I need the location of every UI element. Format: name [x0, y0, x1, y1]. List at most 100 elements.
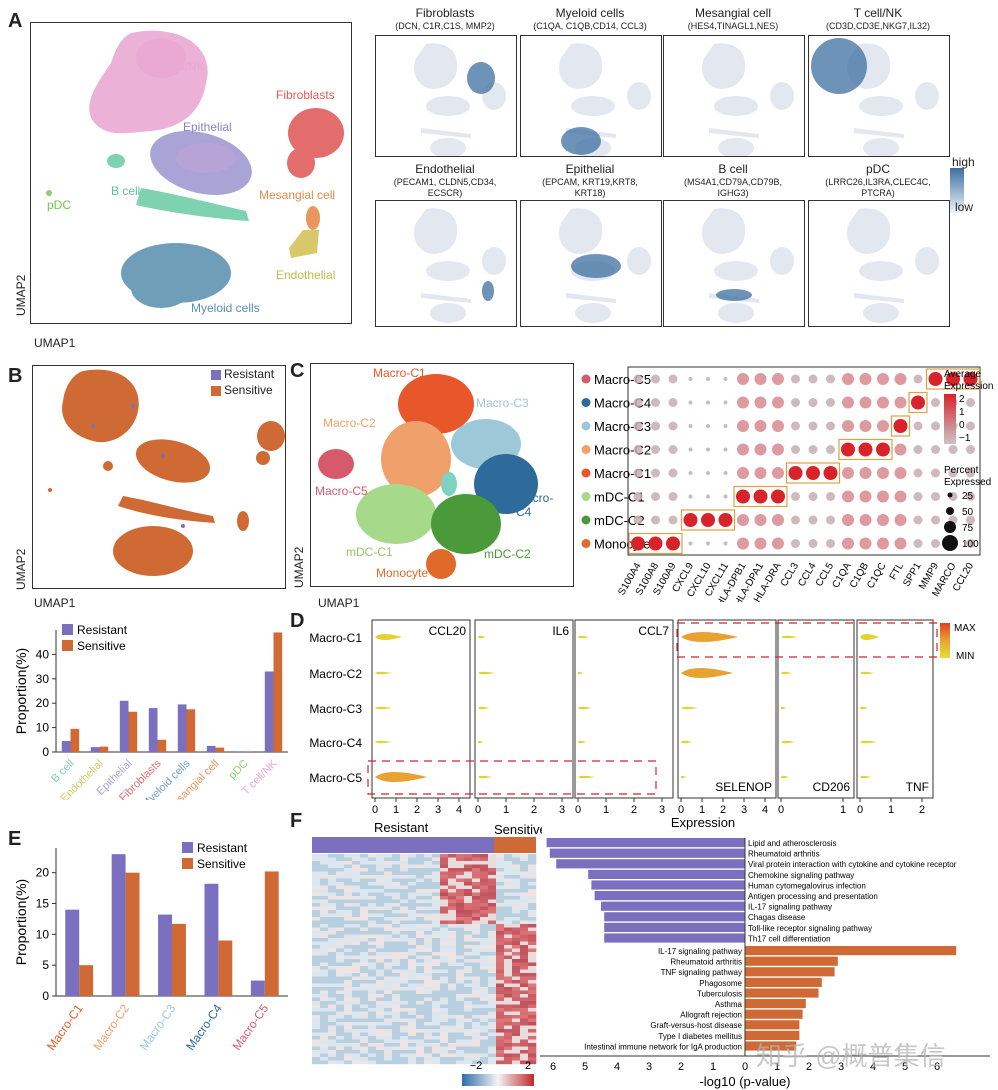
- violin-1-3: [477, 740, 483, 744]
- dot-7-5: [723, 541, 728, 546]
- bar-sensitive-0: [79, 965, 94, 996]
- label-mdc-c1: mDC-C1: [346, 545, 393, 559]
- cluster-fibroblasts: [287, 108, 344, 178]
- bar-resistant-3: [588, 869, 745, 879]
- bar-sensitive-4: [745, 988, 819, 998]
- umap-macro-plot: Macro-C1 Macro-C2 Macro-C3 Macro-C4 Macr…: [310, 363, 574, 587]
- violin-tick-label: 2: [531, 804, 537, 816]
- pct-tick-1: 50: [962, 507, 974, 518]
- y-tick-label: 15: [36, 897, 50, 911]
- dot-7-9: [791, 539, 800, 548]
- label-tcell: T cell/NK: [156, 60, 204, 74]
- dot-2-10: [808, 421, 818, 431]
- feature-plot-6: [663, 200, 805, 327]
- dot-2-7: [754, 420, 767, 432]
- label-monocyte: Monocyte: [376, 566, 429, 580]
- dot-5-6: [736, 489, 750, 504]
- dot-4-9: [788, 466, 803, 480]
- term-sensitive-9: Intestinal immune network for IgA produc…: [584, 1042, 742, 1051]
- y-tick-label: 0: [42, 745, 49, 759]
- row-label-5: mDC-C1: [594, 490, 645, 505]
- term-resistant-4: Human cytomegalovirus infection: [748, 881, 866, 890]
- row-marker-0: [581, 374, 591, 384]
- heat-group-resistant: [312, 837, 494, 853]
- legend-swatch-0: [182, 842, 193, 853]
- bar-sensitive-3: [745, 977, 822, 987]
- dot-7-6: [737, 537, 749, 550]
- dot-6-6: [737, 514, 749, 526]
- pct-title1: Percent: [944, 465, 979, 476]
- dot-2-3: [688, 424, 693, 428]
- term-sensitive-8: Type I diabetes mellitus: [658, 1032, 742, 1041]
- violin-gene-2: CCL7: [638, 624, 669, 638]
- feature-genes2-5: KRT18): [574, 188, 606, 198]
- dot-4-7: [754, 467, 767, 479]
- cluster-mesangial: [306, 206, 320, 230]
- feature-color-legend: [950, 168, 964, 213]
- violin-1-0: [478, 635, 486, 639]
- dot-7-3: [688, 541, 693, 546]
- dot-6-1: [651, 515, 660, 525]
- bar-resistant-5: [594, 891, 745, 901]
- bar-resistant-0: [61, 741, 71, 752]
- dot-0-5: [723, 377, 728, 381]
- violin-3-1: [681, 668, 733, 678]
- enrich-tick-11: 5: [902, 1061, 908, 1073]
- dot-1-3: [688, 400, 693, 405]
- dot-4-11: [823, 466, 838, 480]
- cluster-bcell: [136, 188, 249, 221]
- dot-6-5: [718, 513, 733, 527]
- term-resistant-5: Antigen processing and presentation: [748, 892, 878, 901]
- dot-6-17: [931, 515, 940, 525]
- violin-5-0: [860, 634, 879, 640]
- bar-resistant-9: [604, 933, 745, 943]
- dot-3-14: [876, 442, 890, 457]
- feature-title-4: Endothelial: [415, 162, 475, 176]
- dot-6-10: [808, 515, 818, 525]
- bar-resistant-7: [264, 671, 274, 752]
- heat-scale-min: −2: [470, 1060, 483, 1072]
- violin-row-label-0: Macro-C1: [309, 631, 362, 645]
- highlight-box-2: [890, 415, 911, 437]
- dot-1-9: [791, 398, 800, 407]
- cluster-endothelial: [289, 230, 319, 258]
- legend-max: MAX: [954, 623, 976, 634]
- y-tick-label: 30: [36, 672, 50, 686]
- dot-5-7: [753, 489, 768, 504]
- label-mdc-c2: mDC-C2: [484, 547, 531, 561]
- panel-letter-f: F: [290, 810, 303, 832]
- dot-3-10: [808, 445, 818, 454]
- avg-expr-title2: Expression: [944, 381, 993, 392]
- dot-6-7: [754, 514, 767, 526]
- bar-sensitive-3: [157, 739, 167, 752]
- bar-resistant-4: [250, 980, 265, 996]
- dot-7-17: [931, 539, 940, 548]
- legend-label-1: Sensitive: [77, 639, 126, 653]
- dot-0-12: [842, 373, 854, 385]
- legend-label-0: Resistant: [197, 841, 248, 855]
- term-resistant-0: Lipid and atherosclerosis: [748, 839, 837, 848]
- violin-4-1: [781, 671, 792, 675]
- enrich-tick-10: 4: [870, 1061, 876, 1073]
- row-marker-6: [581, 515, 591, 525]
- dot-0-19: [963, 372, 978, 386]
- violin-gene-5: TNF: [906, 780, 929, 794]
- umap-group-plot: Resistant Sensitive: [32, 365, 286, 589]
- violin-0-0: [375, 634, 402, 640]
- dot-1-8: [772, 396, 784, 409]
- label-macro-c2: Macro-C2: [323, 416, 376, 430]
- violin-tick-label: 2: [631, 804, 637, 816]
- row-label-3: Macro-C2: [594, 443, 651, 458]
- heat-label-resistant: Resistant: [374, 820, 429, 835]
- dot-3-11: [826, 445, 835, 454]
- category-label-4: Macro-C5: [230, 1001, 272, 1052]
- dot-3-3: [688, 447, 693, 452]
- legend-sensitive-label: Sensitive: [224, 383, 273, 397]
- term-sensitive-5: Asthma: [715, 1000, 743, 1009]
- dot-0-10: [808, 374, 818, 384]
- violin-xlabel: Expression: [671, 815, 735, 830]
- dot-4-1: [651, 468, 660, 478]
- heat-group-sensitive: [494, 837, 536, 853]
- marker-dot-plot: Macro-C5 Macro-C4 Macro-C3 Macro-C2 Macro-C1…: [581, 366, 993, 602]
- dot-2-12: [842, 420, 854, 432]
